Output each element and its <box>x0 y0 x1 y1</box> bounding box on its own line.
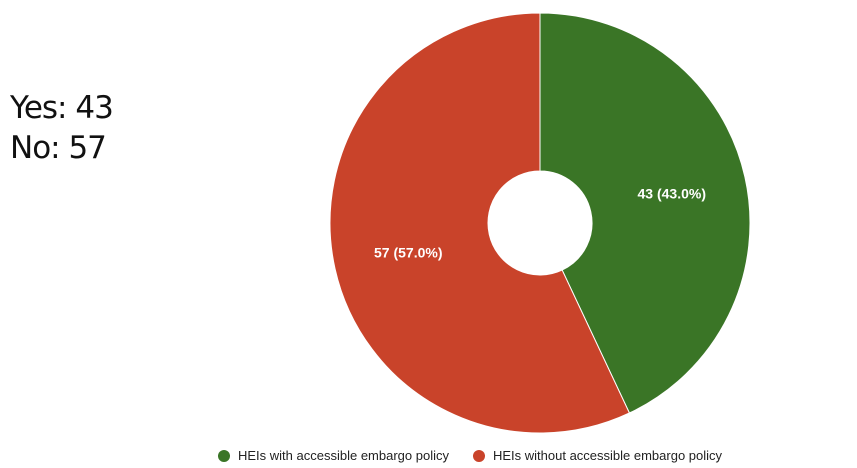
data-label-without-policy: 57 (57.0%) <box>374 244 442 260</box>
slice-with-policy <box>539 12 751 414</box>
legend: HEIs with accessible embargo policy HEIs… <box>218 448 722 463</box>
legend-item-with-policy: HEIs with accessible embargo policy <box>218 448 449 463</box>
legend-label-with-policy: HEIs with accessible embargo policy <box>238 448 449 463</box>
data-label-with-policy: 43 (43.0%) <box>638 186 706 202</box>
summary-text: Yes: 43 No: 57 <box>10 88 114 168</box>
legend-dot-with-policy <box>218 449 230 462</box>
legend-label-without-policy: HEIs without accessible embargo policy <box>492 448 723 463</box>
legend-dot-without-policy <box>472 449 485 462</box>
summary-yes: Yes: 43 <box>10 90 114 126</box>
donut-chart: 43 (43.0%) 57 (57.0%) <box>329 12 751 434</box>
summary-no: No: 57 <box>10 130 107 166</box>
legend-item-without-policy: HEIs without accessible embargo policy <box>472 448 723 463</box>
slice-without-policy <box>329 12 631 434</box>
